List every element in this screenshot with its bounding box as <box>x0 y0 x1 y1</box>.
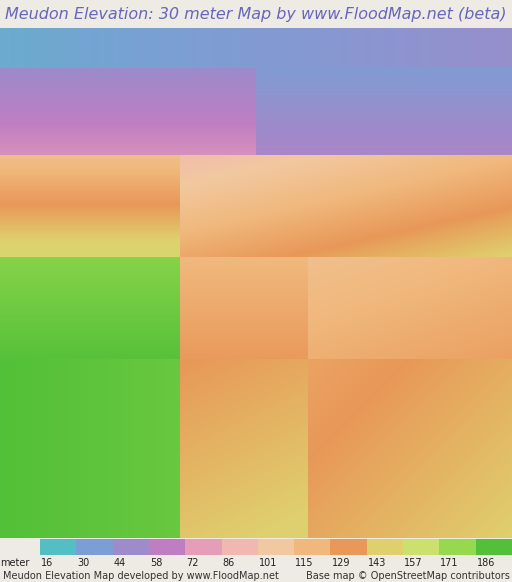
Text: 171: 171 <box>440 558 459 568</box>
Text: 157: 157 <box>404 558 423 568</box>
Text: 72: 72 <box>186 558 199 568</box>
Bar <box>149 539 185 555</box>
Text: 16: 16 <box>41 558 53 568</box>
Bar <box>403 539 439 555</box>
Bar <box>439 539 476 555</box>
Text: 58: 58 <box>150 558 162 568</box>
Text: 44: 44 <box>114 558 126 568</box>
Bar <box>476 539 512 555</box>
Bar <box>185 539 222 555</box>
Text: 115: 115 <box>295 558 314 568</box>
Bar <box>40 539 76 555</box>
Text: Meudon Elevation: 30 meter Map by www.FloodMap.net (beta): Meudon Elevation: 30 meter Map by www.Fl… <box>5 6 506 22</box>
Text: Base map © OpenStreetMap contributors: Base map © OpenStreetMap contributors <box>306 571 509 581</box>
Text: 101: 101 <box>259 558 277 568</box>
Bar <box>294 539 330 555</box>
Text: 86: 86 <box>223 558 235 568</box>
Text: Meudon Elevation Map developed by www.FloodMap.net: Meudon Elevation Map developed by www.Fl… <box>3 571 279 581</box>
Bar <box>258 539 294 555</box>
Text: 129: 129 <box>331 558 350 568</box>
Text: 186: 186 <box>477 558 495 568</box>
Text: meter: meter <box>1 558 30 568</box>
Bar <box>330 539 367 555</box>
Bar <box>113 539 149 555</box>
Bar <box>222 539 258 555</box>
Text: 143: 143 <box>368 558 386 568</box>
Text: 30: 30 <box>77 558 90 568</box>
Bar <box>367 539 403 555</box>
Bar <box>76 539 113 555</box>
